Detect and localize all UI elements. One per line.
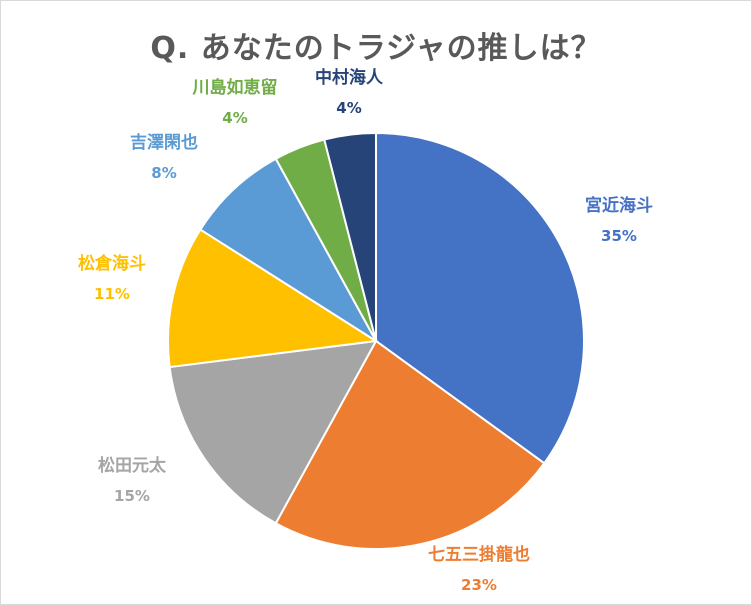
pie-slice: [168, 339, 378, 525]
slice-name-label: 吉澤閑也: [130, 132, 198, 153]
slice-name-label: 中村海人: [315, 67, 384, 88]
slice-name-label: 宮近海斗: [585, 195, 653, 216]
slice-name-label: 松田元太: [98, 455, 167, 476]
pie-slice: [167, 228, 379, 369]
slice-percent-label: 15%: [114, 487, 150, 505]
slice-name-label: 松倉海斗: [78, 253, 146, 274]
slice-name-label: 川島如恵留: [192, 77, 278, 98]
slice-percent-label: 4%: [336, 99, 361, 117]
pie-slice: [375, 131, 585, 465]
pie-slice: [198, 157, 377, 342]
slice-percent-label: 23%: [461, 576, 497, 594]
pie-slice: [323, 131, 377, 342]
slice-percent-label: 35%: [601, 227, 637, 245]
slice-name-label: 七五三掛龍也: [428, 544, 530, 565]
chart-title: Q. あなたのトラジャの推しは？: [150, 31, 602, 66]
slice-percent-label: 8%: [151, 164, 176, 182]
pie-slice: [274, 339, 546, 550]
slice-percent-label: 4%: [222, 109, 247, 127]
slice-percent-label: 11%: [94, 285, 130, 303]
